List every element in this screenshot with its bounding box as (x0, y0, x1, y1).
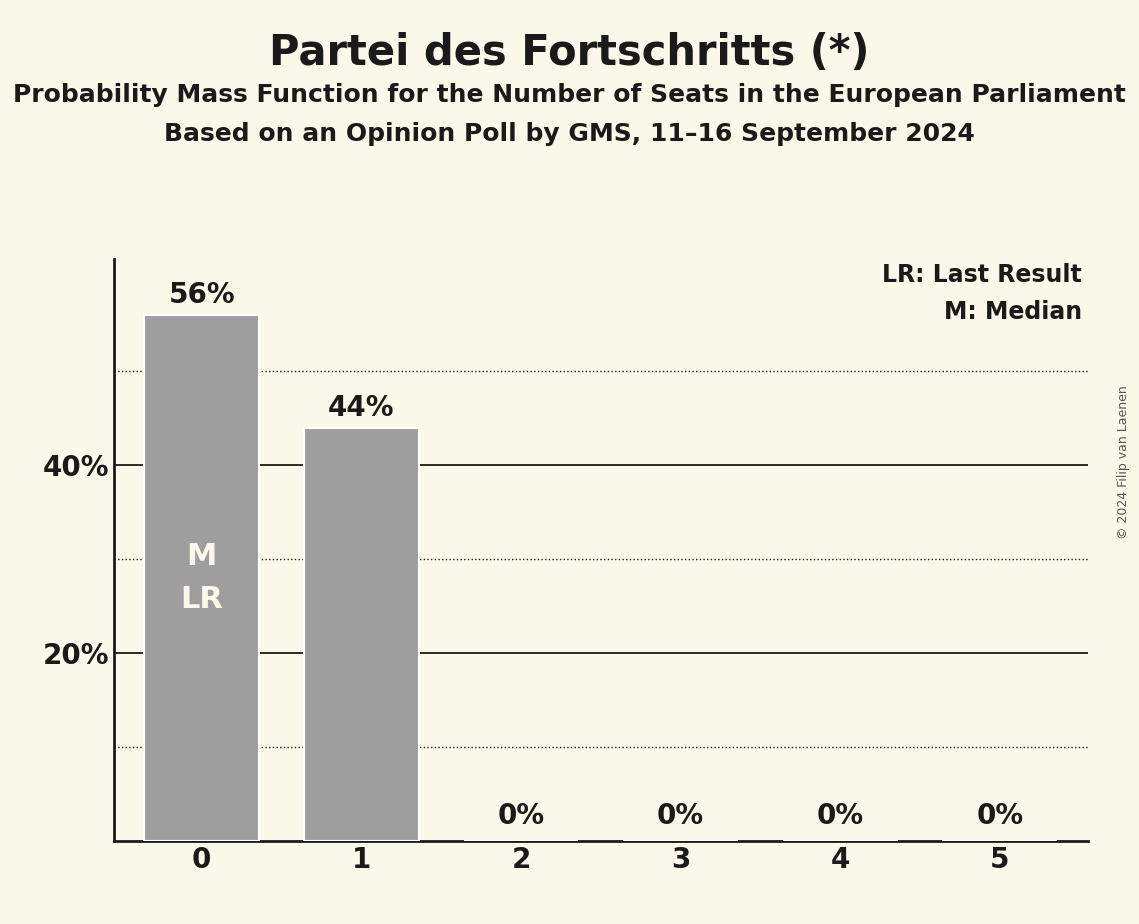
Text: 56%: 56% (169, 282, 235, 310)
Text: 0%: 0% (817, 802, 863, 830)
Text: M: Median: M: Median (944, 300, 1082, 324)
Text: 44%: 44% (328, 395, 394, 422)
Bar (145, 315, 260, 841)
Text: © 2024 Filip van Laenen: © 2024 Filip van Laenen (1117, 385, 1130, 539)
Text: 0%: 0% (976, 802, 1024, 830)
Text: 0%: 0% (657, 802, 704, 830)
Bar (304, 428, 419, 841)
Text: Probability Mass Function for the Number of Seats in the European Parliament: Probability Mass Function for the Number… (13, 83, 1126, 107)
Text: 0%: 0% (498, 802, 544, 830)
Text: Based on an Opinion Poll by GMS, 11–16 September 2024: Based on an Opinion Poll by GMS, 11–16 S… (164, 122, 975, 146)
Text: LR: Last Result: LR: Last Result (883, 263, 1082, 287)
Text: M
LR: M LR (180, 542, 223, 614)
Text: Partei des Fortschritts (*): Partei des Fortschritts (*) (269, 32, 870, 74)
